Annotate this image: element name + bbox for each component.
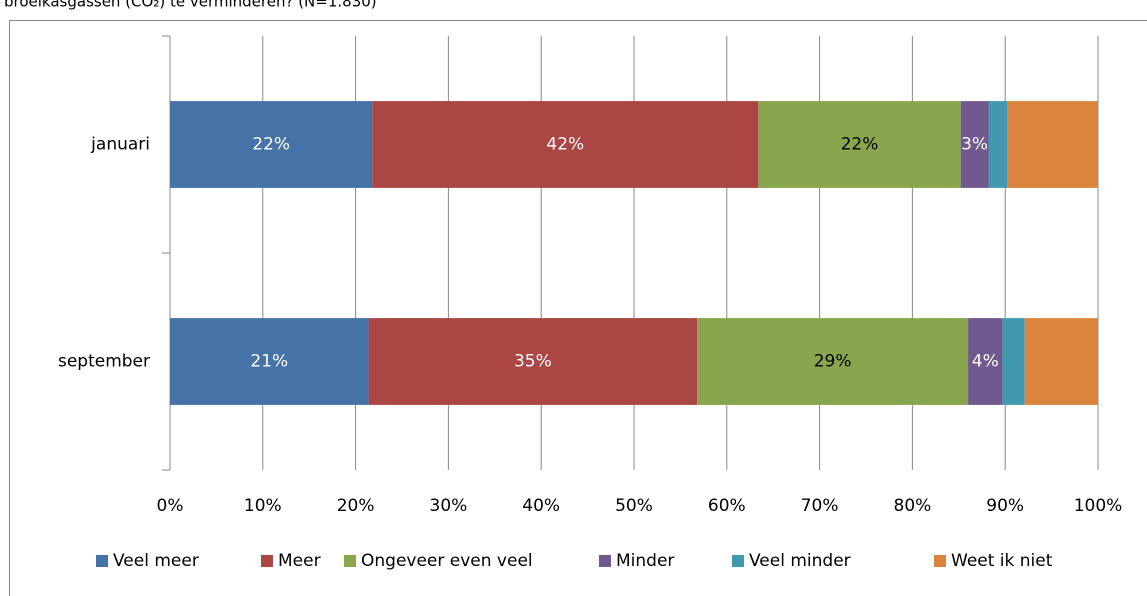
x-tick-label: 0%	[157, 496, 184, 516]
chart-title: broeikasgassen (CO₂) te verminderen? (N=…	[4, 0, 377, 11]
bar-segment	[988, 101, 1008, 188]
x-tick-label: 50%	[615, 496, 653, 516]
legend-label: Ongeveer even veel	[361, 551, 533, 571]
data-label: 42%	[546, 135, 584, 155]
data-label: 3%	[961, 135, 988, 155]
data-label: 29%	[814, 352, 852, 372]
legend-swatch	[261, 555, 273, 567]
bar-segment	[170, 318, 369, 405]
legend-swatch	[934, 555, 946, 567]
x-tick-label: 10%	[244, 496, 282, 516]
bar-segment	[372, 101, 759, 188]
data-label: 21%	[250, 352, 288, 372]
bar-segment	[758, 101, 961, 188]
x-tick-label: 20%	[337, 496, 375, 516]
bar-segment	[968, 318, 1003, 405]
bar-segment	[368, 318, 698, 405]
legend-label: Veel minder	[749, 551, 851, 571]
legend-label: Minder	[616, 551, 674, 571]
x-tick-label: 40%	[522, 496, 560, 516]
bar-segment	[1002, 318, 1025, 405]
data-label: 22%	[841, 135, 879, 155]
x-tick-label: 90%	[986, 496, 1024, 516]
data-label: 22%	[252, 135, 290, 155]
data-label: 4%	[972, 352, 999, 372]
x-tick-label: 70%	[801, 496, 839, 516]
bar-segment	[697, 318, 969, 405]
legend-swatch	[599, 555, 611, 567]
legend-swatch	[96, 555, 108, 567]
legend-label: Weet ik niet	[951, 551, 1053, 571]
x-tick-label: 30%	[430, 496, 468, 516]
legend-label: Veel meer	[113, 551, 199, 571]
bar-segment	[960, 101, 989, 188]
x-tick-label: 60%	[708, 496, 746, 516]
bar-segment	[1024, 318, 1098, 405]
legend-label: Meer	[278, 551, 321, 571]
y-tick-label: januari	[90, 135, 150, 155]
x-tick-label: 100%	[1074, 496, 1123, 516]
legend-swatch	[732, 555, 744, 567]
y-tick-label: september	[58, 352, 150, 372]
bar-segment	[170, 101, 373, 188]
chart-frame	[9, 20, 1147, 596]
x-tick-label: 80%	[894, 496, 932, 516]
bar-segment	[1007, 101, 1098, 188]
legend-swatch	[344, 555, 356, 567]
data-label: 35%	[514, 352, 552, 372]
